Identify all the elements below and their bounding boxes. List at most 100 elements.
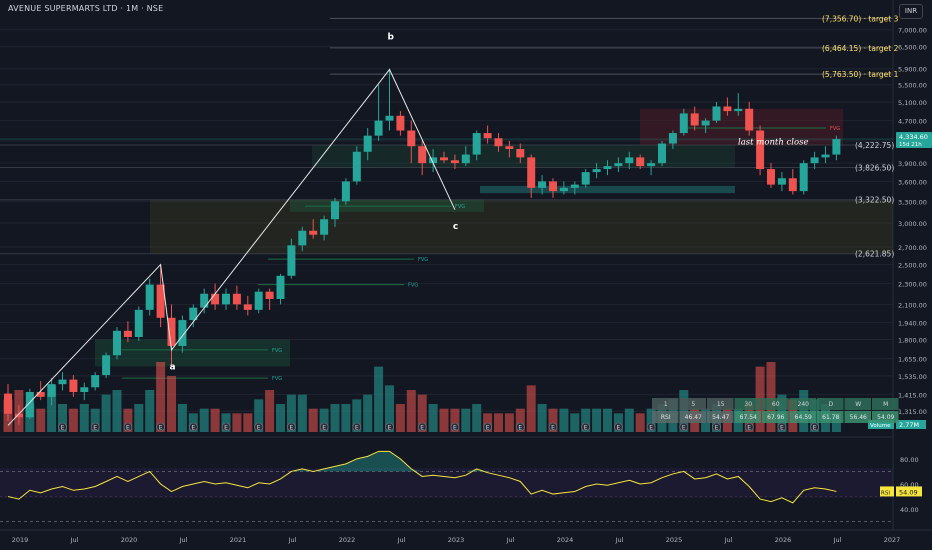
earnings-marker-circle bbox=[417, 422, 427, 432]
volume-bar bbox=[232, 413, 242, 432]
volume-bar bbox=[417, 394, 427, 432]
candle-body bbox=[222, 293, 230, 305]
earnings-marker: E bbox=[614, 422, 623, 432]
time-tick-label: Jul bbox=[506, 536, 515, 544]
earnings-marker: E bbox=[581, 422, 591, 432]
candle-body bbox=[287, 245, 296, 276]
earnings-marker-label: E bbox=[290, 425, 294, 432]
earnings-marker-label: E bbox=[453, 425, 457, 432]
level-label: (4,222.75) bbox=[855, 141, 894, 150]
rsi-table-value-cell bbox=[762, 411, 789, 423]
rsi-table-value: 67.96 bbox=[767, 414, 784, 421]
candle-body bbox=[243, 304, 252, 310]
candle-body bbox=[527, 157, 536, 188]
candle-body bbox=[396, 115, 405, 131]
earnings-marker-circle bbox=[548, 422, 558, 432]
candle bbox=[25, 388, 34, 420]
price-badge-countdown: 15d 21h bbox=[899, 142, 922, 148]
candle bbox=[516, 143, 525, 164]
candle bbox=[767, 163, 775, 188]
volume-bar bbox=[439, 408, 449, 432]
volume-bar bbox=[68, 408, 78, 432]
candle bbox=[832, 135, 841, 161]
volume-bar bbox=[504, 413, 514, 432]
rsi-table-header-cell bbox=[679, 398, 706, 410]
candle bbox=[91, 372, 100, 391]
earnings-marker-circle bbox=[385, 422, 394, 432]
candle-body bbox=[385, 115, 394, 121]
candle-body bbox=[58, 379, 67, 385]
volume-bar bbox=[90, 408, 100, 432]
rsi-badge-label: RSI bbox=[881, 490, 890, 496]
earnings-marker-label: E bbox=[715, 425, 719, 432]
earnings-marker-label: E bbox=[617, 425, 621, 432]
level-label: (5,763.50) · target 1 bbox=[822, 70, 899, 79]
rsi-table-header-cell bbox=[762, 398, 789, 410]
earnings-marker-label: E bbox=[551, 425, 555, 432]
candle-body bbox=[723, 106, 732, 112]
candle bbox=[47, 378, 56, 406]
earnings-marker-circle bbox=[90, 422, 100, 432]
volume-bar bbox=[461, 408, 471, 432]
earnings-marker-label: E bbox=[420, 425, 424, 432]
rsi-table-value-cell bbox=[734, 411, 761, 423]
rsi-badge-value: 54.09 bbox=[899, 488, 918, 496]
volume-bar bbox=[330, 404, 340, 432]
candle-body bbox=[123, 330, 132, 337]
earnings-marker-circle bbox=[352, 422, 362, 432]
rsi-table-header: 60 bbox=[772, 401, 780, 408]
earnings-marker-label: E bbox=[518, 425, 522, 432]
candle bbox=[636, 154, 645, 170]
candle-body bbox=[440, 157, 448, 161]
price-tick-label: 2,500.00 bbox=[898, 262, 927, 270]
earnings-marker: E bbox=[417, 422, 427, 432]
volume-bar bbox=[537, 404, 547, 432]
rsi-table-value-cell bbox=[844, 411, 871, 423]
time-tick-label: 2022 bbox=[339, 536, 356, 544]
candle-body bbox=[36, 392, 45, 397]
candle bbox=[385, 68, 394, 131]
rsi-table-value: 46.47 bbox=[685, 414, 702, 421]
candle-body bbox=[472, 133, 481, 155]
level-label: (2,621.85) bbox=[855, 250, 894, 259]
volume-bar bbox=[450, 408, 460, 432]
price-tick-label: 3,900.00 bbox=[898, 160, 927, 168]
volume-bar bbox=[101, 394, 111, 432]
volume-bar bbox=[395, 404, 405, 432]
candle-body bbox=[320, 219, 329, 235]
currency-button[interactable]: INR bbox=[899, 4, 923, 19]
candle-body bbox=[483, 133, 492, 139]
candle-body bbox=[156, 284, 165, 318]
earnings-marker: E bbox=[123, 422, 133, 432]
candle-body bbox=[429, 157, 438, 164]
candle bbox=[14, 405, 23, 425]
volume-bar bbox=[123, 408, 133, 432]
rsi-table-header-cell bbox=[707, 398, 734, 410]
earnings-marker: E bbox=[221, 422, 231, 432]
candle bbox=[265, 288, 274, 310]
candle bbox=[102, 352, 111, 379]
candle bbox=[690, 106, 699, 131]
candle bbox=[156, 264, 165, 328]
price-tick-label: 1,535.00 bbox=[898, 373, 927, 381]
volume-bar bbox=[276, 404, 285, 432]
candle-body bbox=[178, 320, 187, 346]
rsi-table-header: 5 bbox=[691, 401, 695, 408]
rsi-table-header-cell bbox=[872, 398, 899, 410]
candle bbox=[243, 295, 252, 316]
earnings-marker-label: E bbox=[61, 425, 65, 432]
candle-body bbox=[309, 230, 318, 235]
time-tick-label: Jul bbox=[70, 536, 79, 544]
price-badge-value: 4,334.60 bbox=[899, 133, 928, 141]
candle-body bbox=[581, 172, 590, 185]
candle-body bbox=[167, 317, 176, 346]
candle bbox=[254, 288, 263, 314]
candle bbox=[592, 163, 601, 179]
candle bbox=[658, 140, 666, 167]
candle-body bbox=[658, 143, 666, 164]
earnings-marker-label: E bbox=[486, 425, 490, 432]
volume-bar bbox=[112, 390, 122, 432]
earnings-marker: E bbox=[712, 422, 721, 432]
candle-body bbox=[363, 135, 372, 152]
